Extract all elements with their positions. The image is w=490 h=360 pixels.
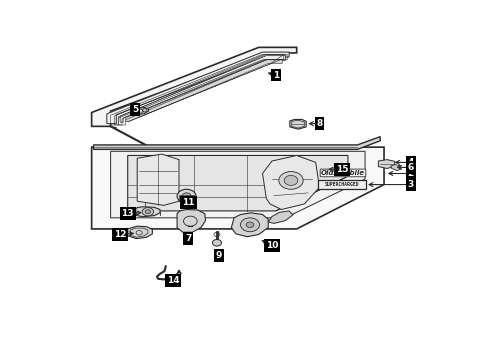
Text: 9: 9	[216, 251, 222, 260]
Polygon shape	[128, 226, 152, 239]
Circle shape	[241, 218, 260, 232]
Circle shape	[182, 193, 191, 199]
Text: 1: 1	[272, 71, 279, 80]
Polygon shape	[268, 211, 293, 223]
Polygon shape	[179, 195, 194, 201]
Text: 2: 2	[408, 169, 414, 178]
Circle shape	[145, 210, 150, 214]
Text: 3: 3	[408, 180, 414, 189]
Text: SUPERCHARGED: SUPERCHARGED	[325, 182, 360, 187]
Polygon shape	[263, 156, 319, 210]
Polygon shape	[131, 108, 148, 115]
Text: 4: 4	[407, 158, 414, 167]
Circle shape	[212, 239, 221, 246]
Circle shape	[279, 172, 303, 189]
Polygon shape	[231, 213, 268, 237]
Text: 10: 10	[266, 241, 278, 250]
Polygon shape	[378, 159, 394, 168]
Text: 8: 8	[317, 119, 322, 128]
Text: 14: 14	[167, 276, 180, 285]
Polygon shape	[92, 48, 297, 126]
Circle shape	[177, 189, 196, 203]
Circle shape	[185, 195, 188, 197]
Circle shape	[142, 208, 153, 216]
Polygon shape	[94, 136, 380, 149]
Text: Oldsmobile: Oldsmobile	[321, 170, 365, 176]
Text: 12: 12	[114, 230, 126, 239]
Circle shape	[246, 222, 254, 228]
Polygon shape	[391, 165, 401, 171]
Polygon shape	[120, 56, 285, 122]
Text: 6: 6	[408, 163, 414, 172]
Text: 13: 13	[122, 209, 134, 218]
Text: 7: 7	[185, 234, 192, 243]
Text: 15: 15	[336, 165, 348, 174]
Polygon shape	[134, 207, 160, 217]
Text: 11: 11	[182, 198, 195, 207]
Polygon shape	[137, 154, 179, 205]
Polygon shape	[128, 156, 348, 211]
Polygon shape	[126, 59, 282, 122]
Text: 5: 5	[132, 105, 139, 114]
FancyBboxPatch shape	[318, 180, 366, 189]
Circle shape	[284, 175, 298, 185]
Polygon shape	[107, 52, 289, 123]
Polygon shape	[290, 120, 306, 129]
Polygon shape	[92, 147, 384, 229]
Polygon shape	[111, 151, 365, 218]
Polygon shape	[177, 210, 206, 232]
